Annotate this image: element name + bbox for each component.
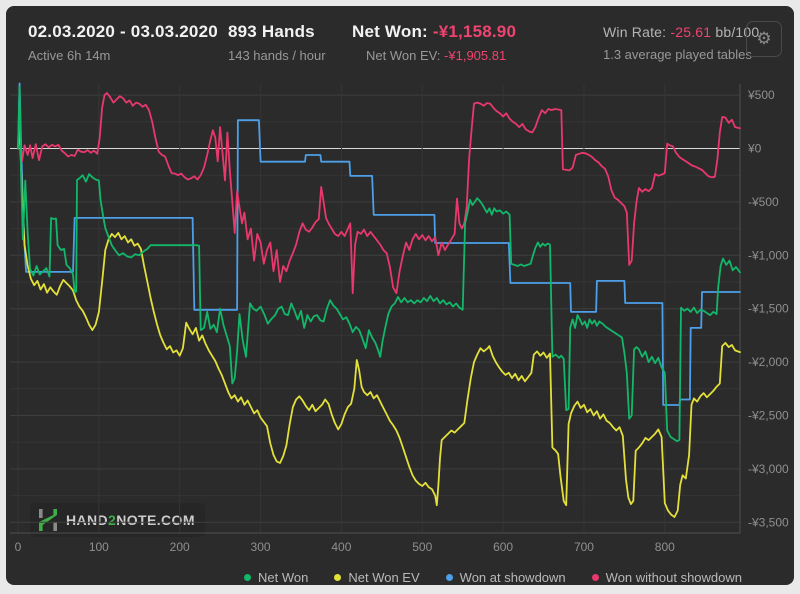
net-won-block: Net Won: -¥1,158.90 Net Won EV: -¥1,905.…	[352, 22, 516, 63]
y-tick-label: -¥1,500	[748, 302, 789, 316]
net-won-line: Net Won: -¥1,158.90	[352, 22, 516, 42]
x-tick-label: 800	[655, 540, 675, 554]
win-rate-label: Win Rate:	[603, 24, 667, 40]
legend-label: Net Won	[258, 570, 309, 585]
win-rate-value: -25.61	[670, 24, 712, 40]
net-won-ev-line: Net Won EV: -¥1,905.81	[366, 48, 516, 63]
legend-net-won-ev[interactable]: Net Won EV	[334, 570, 420, 585]
series-net_won_ev	[17, 122, 741, 518]
won-without-showdown-dot-icon	[591, 574, 599, 581]
net-won-ev-dot-icon	[334, 574, 342, 581]
active-time: Active 6h 14m	[28, 48, 111, 63]
net-won-dot-icon	[244, 574, 252, 581]
series-net_won	[17, 85, 741, 443]
legend-won-at-showdown[interactable]: Won at showdown	[445, 570, 566, 585]
y-tick-label: -¥3,000	[748, 462, 789, 476]
y-tick-label: -¥1,000	[748, 248, 789, 262]
y-tick-label: ¥0	[747, 142, 762, 156]
win-rate-unit: bb/100	[715, 24, 760, 40]
date-range: 02.03.2020 - 03.03.2020	[28, 22, 218, 41]
x-tick-label: 700	[574, 540, 594, 554]
hands-count: 893 Hands	[228, 22, 315, 41]
win-rate-line: Win Rate: -25.61 bb/100	[603, 24, 759, 40]
x-tick-label: 0	[15, 540, 22, 554]
avg-tables: 1.3 average played tables	[603, 47, 752, 62]
hand2note-logo: HAND2NOTE.COM	[30, 503, 205, 537]
y-tick-label: -¥2,000	[748, 355, 789, 369]
x-tick-label: 200	[170, 540, 190, 554]
win-rate-block: Win Rate: -25.61 bb/100 1.3 average play…	[603, 24, 759, 62]
legend-label: Won at showdown	[459, 570, 566, 585]
legend-won-without-showdown[interactable]: Won without showdown	[591, 570, 742, 585]
series-won_without_showdown	[17, 92, 741, 295]
y-tick-label: -¥2,500	[748, 409, 789, 423]
y-tick-label: -¥3,500	[748, 515, 789, 529]
chart-legend: Net Won Net Won EV Won at showdown Won w…	[244, 570, 742, 585]
hands-block: 893 Hands 143 hands / hour	[228, 22, 326, 63]
y-tick-label: ¥500	[747, 88, 775, 102]
net-won-ev-value: -¥1,905.81	[444, 48, 507, 63]
date-range-block: 02.03.2020 - 03.03.2020 Active 6h 14m	[28, 22, 218, 63]
net-won-value: -¥1,158.90	[432, 22, 517, 41]
legend-label: Net Won EV	[348, 570, 420, 585]
settings-button[interactable]: ⚙	[746, 21, 782, 57]
x-tick-label: 500	[412, 540, 432, 554]
x-tick-label: 600	[493, 540, 513, 554]
net-won-label: Net Won:	[352, 22, 428, 41]
hand2note-logo-mark	[39, 509, 57, 531]
legend-net-won[interactable]: Net Won	[244, 570, 308, 585]
x-tick-label: 300	[251, 540, 271, 554]
x-tick-label: 400	[331, 540, 351, 554]
gear-icon: ⚙	[756, 29, 772, 48]
hands-per-hour: 143 hands / hour	[228, 48, 326, 63]
hand2note-logo-text: HAND2NOTE.COM	[66, 512, 195, 528]
net-won-ev-label: Net Won EV:	[366, 48, 441, 63]
won-at-showdown-dot-icon	[445, 574, 453, 581]
y-tick-label: -¥500	[748, 195, 779, 209]
series-won_at_showdown	[17, 82, 741, 406]
legend-label: Won without showdown	[605, 570, 742, 585]
x-tick-label: 100	[89, 540, 109, 554]
